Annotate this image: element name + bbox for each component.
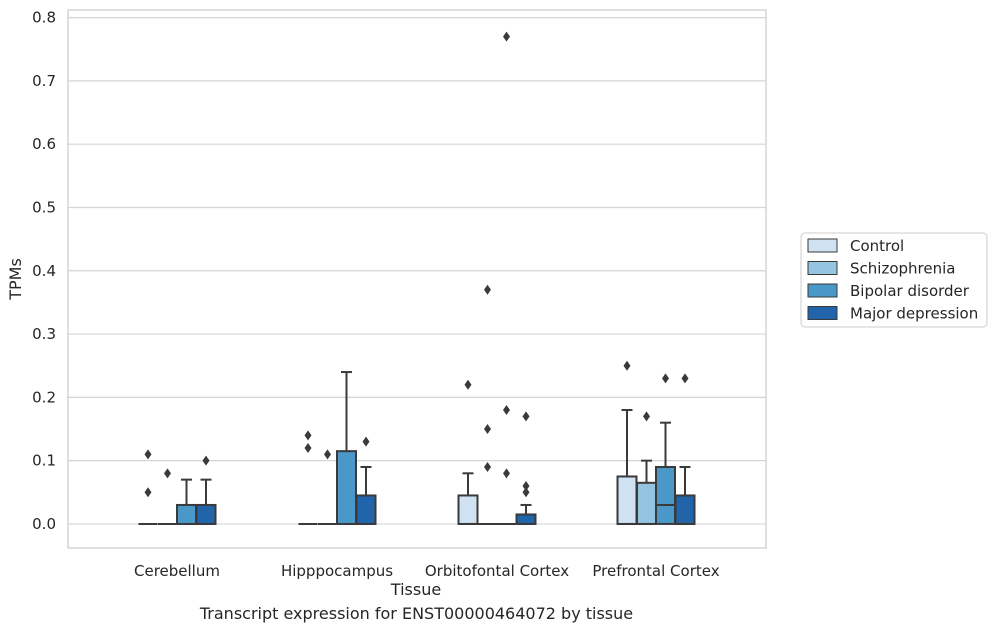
box-body [674, 494, 696, 525]
outlier-point [623, 360, 631, 371]
legend-swatch [807, 283, 838, 298]
outlier-point [144, 449, 152, 460]
plot-area-frame [67, 9, 767, 549]
box-major-depression [355, 436, 377, 525]
legend: Control Schizophrenia Bipolar disorder Majo… [800, 232, 988, 328]
box-body [195, 503, 217, 525]
legend-swatch [807, 261, 838, 275]
box-plot-chart: 0.0 0.1 0.2 0.3 0.4 0.5 0.6 0.7 0.8 Cerebellum Hi… [6, 9, 988, 599]
outlier-point [484, 424, 491, 435]
y-axis-label: TPMs [6, 258, 25, 301]
box-control [298, 430, 318, 525]
y-tick-label: 0.7 [32, 72, 56, 90]
x-tick-label: Cerebellum [134, 562, 220, 580]
box-control [616, 360, 638, 525]
box-body [655, 465, 676, 525]
outlier-point [362, 436, 370, 447]
figure-caption: Transcript expression for ENST0000046407… [199, 604, 634, 623]
box-body [336, 450, 357, 525]
box-control [457, 379, 479, 525]
outlier-point [484, 284, 491, 295]
y-tick-label: 0.6 [32, 135, 56, 153]
outlier-point [464, 379, 472, 390]
box-bipolar-disorder [176, 478, 197, 525]
outlier-point [522, 411, 530, 422]
box-groups [138, 31, 696, 525]
box-body [515, 513, 537, 525]
outlier-point [484, 461, 491, 472]
outlier-point [304, 430, 312, 441]
box-body [636, 481, 657, 525]
y-tick-label: 0.1 [32, 452, 56, 470]
legend-label: Schizophrenia [850, 260, 955, 278]
legend-label: Control [850, 237, 904, 255]
outlier-point [643, 411, 650, 422]
outlier-point [503, 405, 510, 416]
x-tick-label: Prefrontal Cortex [592, 562, 719, 580]
box-body [616, 475, 638, 525]
outlier-point [662, 373, 669, 384]
box-schizophrenia [318, 449, 337, 525]
outlier-point [503, 468, 510, 479]
legend-label: Bipolar disorder [850, 282, 970, 300]
box-bipolar-disorder [655, 373, 676, 525]
y-tick-label: 0.8 [32, 9, 56, 27]
box-control [138, 449, 158, 525]
outlier-point [202, 455, 210, 466]
y-tick-label: 0.3 [32, 325, 56, 343]
box-schizophrenia [478, 284, 497, 525]
box-body [176, 503, 197, 525]
legend-frame [800, 232, 988, 328]
box-schizophrenia [636, 411, 657, 525]
outlier-point [164, 468, 171, 479]
legend-swatch [807, 238, 838, 253]
legend-label: Major depression [850, 305, 978, 323]
outlier-point [522, 480, 530, 491]
x-axis-label: Tissue [390, 580, 441, 599]
box-schizophrenia [158, 468, 177, 525]
y-tick-label: 0.4 [32, 262, 56, 280]
y-tick-label: 0.2 [32, 388, 56, 406]
box-body [355, 494, 377, 525]
outlier-point [503, 31, 510, 42]
outlier-point [324, 449, 331, 460]
x-tick-label: Orbitofontal Cortex [425, 562, 569, 580]
legend-swatch [807, 306, 838, 320]
y-tick-label: 0.0 [32, 515, 56, 533]
y-axis-ticks: 0.0 0.1 0.2 0.3 0.4 0.5 0.6 0.7 0.8 [32, 9, 56, 533]
x-axis-ticks: Cerebellum Hipppocampus Orbitofontal Corte… [134, 562, 720, 580]
outlier-point [681, 373, 689, 384]
y-tick-label: 0.5 [32, 198, 56, 216]
box-body [457, 494, 479, 525]
box-major-depression [195, 455, 217, 525]
box-major-depression [674, 373, 696, 525]
outlier-point [522, 487, 530, 498]
outlier-point [144, 487, 152, 498]
outlier-point [304, 442, 312, 453]
x-tick-label: Hipppocampus [281, 562, 393, 580]
grid-lines [68, 16, 766, 525]
box-bipolar-disorder [336, 371, 357, 525]
box-bipolar-disorder [497, 31, 516, 525]
box-major-depression [515, 411, 537, 525]
